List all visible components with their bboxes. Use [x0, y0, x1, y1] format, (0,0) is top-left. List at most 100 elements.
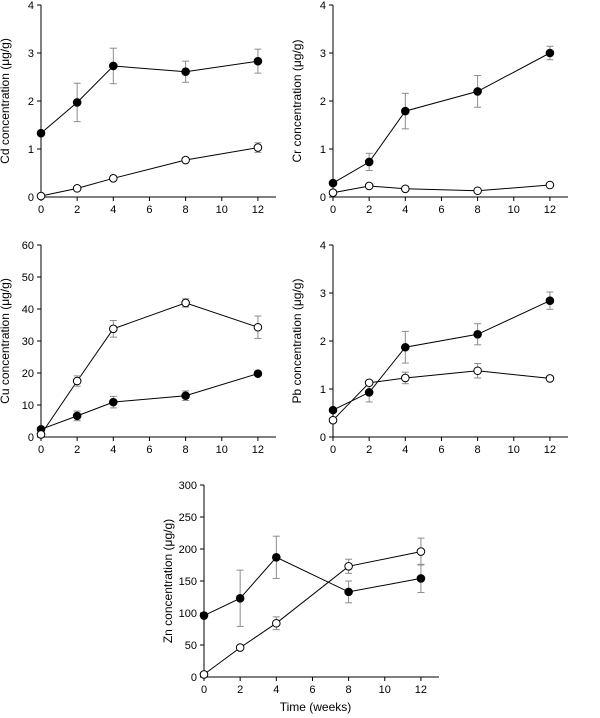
y-axis-label: Cu concentration (μg/g): [0, 278, 12, 404]
data-point-filled: [401, 106, 410, 116]
x-tick-label: 12: [252, 444, 264, 456]
data-point-filled: [416, 574, 426, 583]
data-point-filled: [364, 388, 374, 397]
y-tick-label: 0: [191, 672, 197, 684]
data-point-filled: [72, 411, 82, 421]
x-tick-label: 0: [201, 684, 207, 696]
y-tick-label: 3: [28, 48, 34, 60]
data-point-open: [344, 561, 353, 571]
data-point-open: [109, 324, 118, 334]
x-tick-label: 12: [252, 204, 264, 216]
data-point-open: [545, 374, 555, 383]
data-point-open: [109, 173, 118, 183]
data-point-filled: [473, 329, 482, 339]
x-tick-label: 10: [216, 204, 228, 216]
y-tick-label: 0: [320, 192, 326, 204]
y-tick-label: 4: [320, 240, 326, 252]
x-tick-label: 8: [475, 204, 481, 216]
data-point-open: [72, 184, 82, 193]
data-point-filled: [181, 67, 190, 77]
x-tick-label: 2: [237, 684, 243, 696]
data-point-filled: [328, 405, 338, 415]
data-point-open: [364, 378, 374, 388]
data-point-open: [181, 155, 190, 165]
data-point-open: [364, 181, 374, 191]
x-tick-label: 6: [309, 684, 315, 696]
panel-5: 0 50 100 150 200 250 300 0 2 4 6 8 10 12 Zn concentrat…: [161, 480, 439, 714]
x-tick-label: 8: [183, 444, 189, 456]
x-tick-label: 8: [475, 444, 481, 456]
y-tick-label: 250: [179, 512, 197, 524]
data-point-open: [401, 184, 410, 194]
x-tick-label: 8: [183, 204, 189, 216]
data-point-open: [328, 415, 338, 425]
data-point-filled: [473, 87, 482, 96]
data-point-filled: [545, 296, 555, 305]
x-tick-label: 10: [379, 684, 391, 696]
y-tick-label: 1: [320, 384, 326, 396]
data-point-filled: [253, 369, 263, 378]
y-tick-label: 60: [22, 240, 34, 252]
series-line-open: [332, 370, 550, 421]
x-tick-label: 0: [38, 204, 44, 216]
data-point-open: [235, 643, 245, 652]
y-axis-label: Zn concentration (μg/g): [161, 519, 175, 643]
data-point-filled: [109, 61, 118, 71]
x-tick-label: 4: [402, 444, 408, 456]
y-tick-label: 50: [22, 272, 34, 284]
y-tick-label: 4: [28, 0, 34, 12]
x-tick-label: 4: [402, 204, 408, 216]
y-tick-label: 100: [179, 608, 197, 620]
data-point-open: [253, 322, 263, 332]
data-point-open: [545, 180, 555, 190]
x-tick-label: 4: [110, 204, 116, 216]
data-point-filled: [344, 587, 353, 597]
x-tick-label: 2: [74, 444, 80, 456]
data-point-filled: [253, 56, 263, 66]
y-tick-label: 0: [28, 192, 34, 204]
y-tick-label: 10: [22, 400, 34, 412]
data-point-open: [253, 143, 263, 152]
data-point-filled: [401, 342, 410, 352]
y-tick-label: 3: [320, 288, 326, 300]
x-tick-label: 0: [330, 204, 336, 216]
y-tick-label: 1: [28, 144, 34, 156]
data-point-filled: [181, 391, 190, 401]
data-point-open: [401, 373, 410, 383]
series-line-filled: [40, 60, 258, 134]
x-tick-label: 12: [415, 684, 427, 696]
x-tick-label: 4: [110, 444, 116, 456]
y-axis-label: Cr concentration (μg/g): [290, 40, 304, 163]
data-point-open: [181, 298, 190, 308]
data-point-filled: [72, 98, 82, 107]
x-tick-label: 2: [366, 444, 372, 456]
data-point-filled: [328, 178, 338, 188]
x-tick-label: 4: [273, 684, 279, 696]
panel-3: 0 10 20 30 40 50 60 0 2 4 6 8 10 12 Cu concentration (…: [0, 240, 276, 456]
data-point-open: [199, 670, 209, 679]
y-tick-label: 40: [22, 304, 34, 316]
y-tick-label: 0: [28, 432, 34, 444]
data-point-filled: [109, 397, 118, 407]
data-point-filled: [545, 48, 555, 58]
x-tick-label: 6: [146, 204, 152, 216]
x-axis-label: Time (weeks): [280, 700, 352, 714]
y-tick-label: 2: [320, 336, 326, 348]
data-point-filled: [364, 157, 374, 167]
x-tick-label: 12: [544, 444, 556, 456]
x-tick-label: 8: [346, 684, 352, 696]
data-point-filled: [199, 611, 209, 620]
x-tick-label: 10: [508, 444, 520, 456]
x-tick-label: 2: [74, 204, 80, 216]
y-axis-label: Pb concentration (μg/g): [290, 279, 304, 404]
data-point-open: [328, 188, 338, 197]
x-tick-label: 0: [330, 444, 336, 456]
x-tick-label: 10: [508, 204, 520, 216]
data-point-open: [36, 191, 46, 201]
x-tick-label: 6: [438, 444, 444, 456]
x-tick-label: 6: [146, 444, 152, 456]
